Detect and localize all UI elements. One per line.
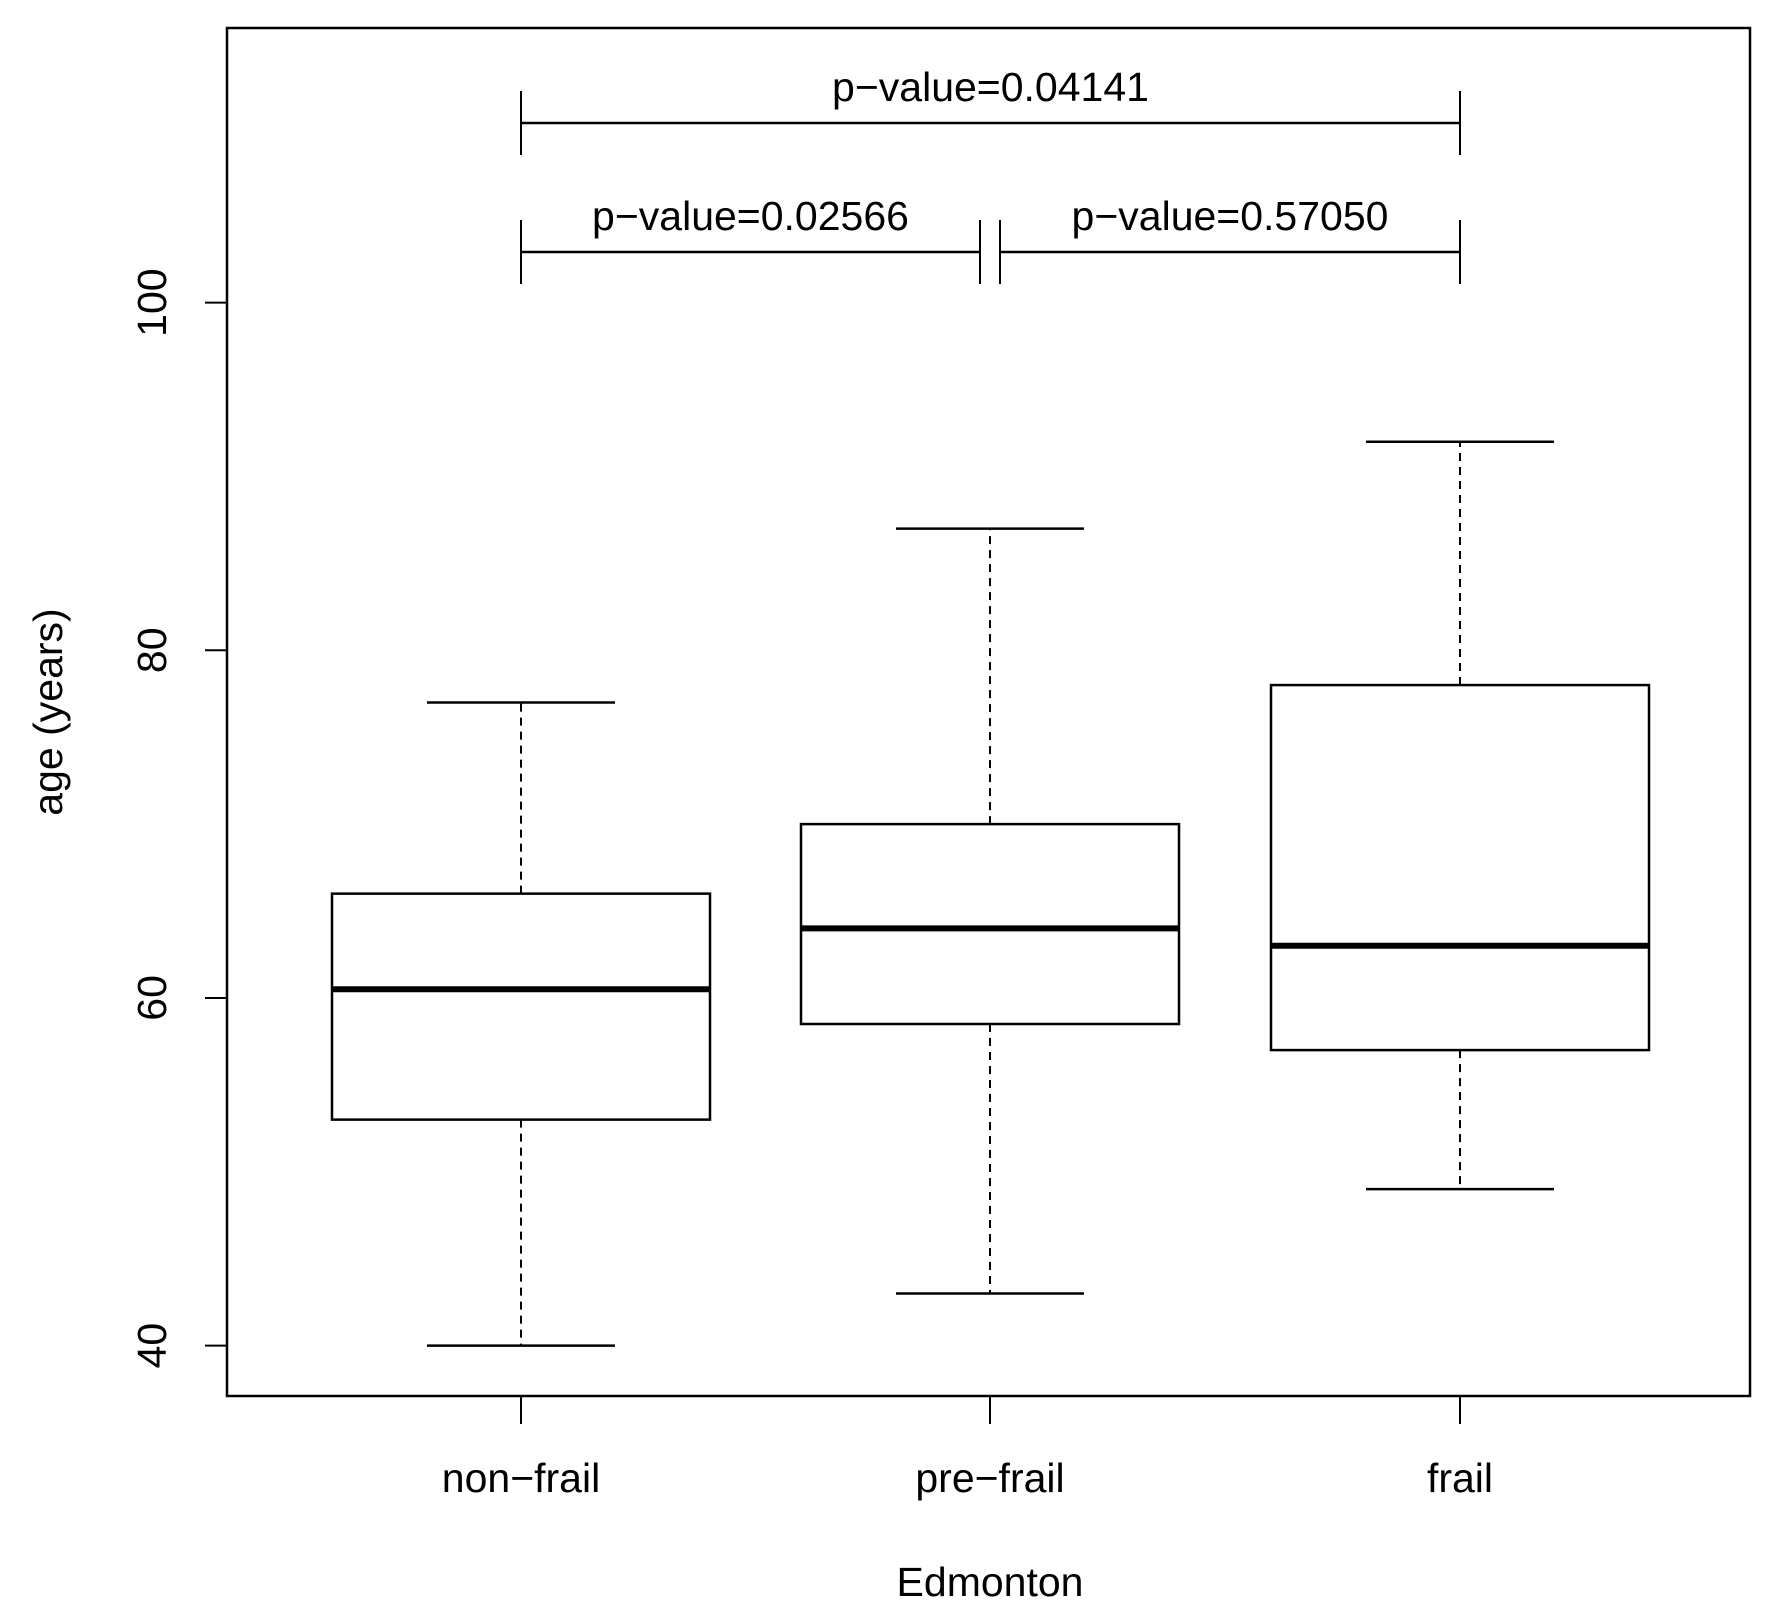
box bbox=[330, 892, 712, 1121]
y-tick-label: 100 bbox=[129, 268, 175, 336]
y-tick-label: 80 bbox=[129, 627, 175, 673]
box bbox=[1269, 683, 1651, 1052]
x-tick-label: frail bbox=[1427, 1455, 1493, 1501]
box bbox=[799, 822, 1181, 1026]
x-axis-label: Edmonton bbox=[897, 1559, 1084, 1605]
annotation: p−value=0.02566 bbox=[592, 193, 909, 239]
y-tick-label: 60 bbox=[129, 975, 175, 1021]
annotation: p−value=0.57050 bbox=[1072, 193, 1389, 239]
x-tick-label: non−frail bbox=[442, 1455, 600, 1501]
y-axis-label: age (years) bbox=[25, 608, 71, 815]
plot-frame bbox=[225, 26, 1752, 1398]
x-tick-label: pre−frail bbox=[915, 1455, 1064, 1501]
annotation: p−value=0.04141 bbox=[832, 64, 1149, 110]
y-tick-label: 40 bbox=[129, 1323, 175, 1369]
